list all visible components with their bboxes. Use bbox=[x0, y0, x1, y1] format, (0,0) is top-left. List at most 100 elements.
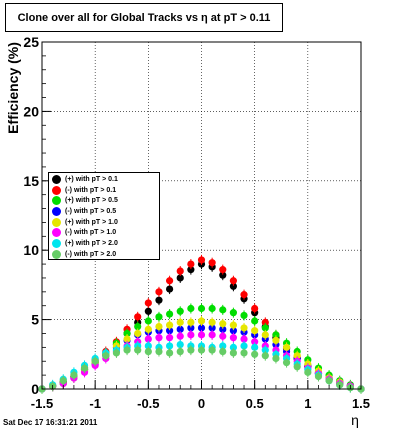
y-tick-label: 0 bbox=[31, 381, 39, 397]
x-tick-label: 0 bbox=[198, 396, 205, 411]
data-point bbox=[187, 260, 195, 268]
data-point bbox=[134, 313, 142, 321]
data-point bbox=[176, 267, 184, 275]
data-point bbox=[123, 335, 131, 343]
data-point bbox=[261, 324, 269, 332]
data-point bbox=[293, 352, 301, 360]
data-point bbox=[155, 288, 163, 296]
legend-marker bbox=[52, 228, 61, 238]
data-point bbox=[187, 324, 195, 332]
data-point bbox=[166, 327, 174, 335]
data-point bbox=[187, 331, 195, 339]
legend-entry: (+) with pT > 1.0 bbox=[52, 217, 159, 228]
data-point bbox=[166, 334, 174, 342]
data-point bbox=[144, 335, 152, 343]
legend-marker bbox=[52, 217, 61, 227]
data-point bbox=[261, 318, 269, 326]
data-point bbox=[229, 343, 237, 351]
data-point bbox=[166, 321, 174, 329]
y-tick-label: 20 bbox=[23, 103, 39, 119]
x-axis-label: η bbox=[351, 412, 359, 428]
data-point bbox=[272, 354, 280, 363]
data-point bbox=[166, 277, 174, 285]
data-point bbox=[251, 327, 259, 335]
data-point bbox=[144, 347, 152, 356]
data-point bbox=[155, 313, 163, 321]
data-point bbox=[251, 338, 259, 346]
data-point bbox=[208, 304, 216, 313]
data-point bbox=[208, 318, 216, 326]
data-point bbox=[70, 371, 78, 379]
axis-ticks bbox=[41, 41, 362, 390]
data-point bbox=[219, 332, 227, 340]
y-tick-label: 10 bbox=[23, 242, 39, 258]
data-point bbox=[197, 331, 206, 339]
data-point bbox=[219, 306, 227, 314]
data-point bbox=[197, 346, 206, 354]
data-point bbox=[229, 334, 237, 342]
legend-label: (+) with pT > 0.5 bbox=[65, 197, 118, 205]
data-point bbox=[240, 349, 248, 357]
legend-label: (+) with pT > 0.1 bbox=[65, 175, 118, 183]
data-point bbox=[240, 311, 248, 320]
data-point bbox=[219, 266, 227, 274]
data-point bbox=[272, 331, 280, 339]
data-point bbox=[166, 342, 174, 350]
data-point bbox=[251, 317, 259, 325]
x-tick-label: 1.5 bbox=[352, 396, 370, 411]
data-point bbox=[282, 359, 291, 367]
data-point bbox=[112, 349, 121, 357]
legend-entry: (-) with pT > 0.5 bbox=[52, 206, 159, 217]
data-point bbox=[229, 321, 237, 329]
data-point bbox=[144, 342, 152, 350]
data-point bbox=[219, 347, 227, 356]
data-point bbox=[282, 343, 291, 351]
legend: (+) with pT > 0.1 (-) with pT > 0.1 (+) wi… bbox=[48, 172, 160, 260]
data-point bbox=[240, 324, 248, 332]
data-point bbox=[229, 282, 237, 290]
y-tick-label: 25 bbox=[23, 34, 39, 50]
legend-marker bbox=[52, 196, 61, 206]
data-point bbox=[176, 274, 184, 282]
y-tick-label: 15 bbox=[23, 173, 39, 189]
data-point bbox=[261, 352, 269, 360]
data-point bbox=[123, 329, 131, 338]
data-point bbox=[144, 325, 152, 333]
data-point bbox=[155, 334, 163, 342]
data-point bbox=[197, 304, 206, 313]
data-point bbox=[123, 346, 131, 354]
data-point bbox=[166, 349, 174, 357]
data-point bbox=[187, 266, 195, 274]
chart-title-box: Clone over all for Global Tracks vs η at… bbox=[5, 3, 283, 32]
data-point bbox=[176, 318, 184, 326]
data-point bbox=[336, 381, 344, 389]
data-point bbox=[166, 310, 174, 318]
y-axis-label: Efficiency (%) bbox=[5, 42, 21, 134]
data-point bbox=[208, 346, 216, 354]
data-point bbox=[197, 324, 206, 332]
data-point bbox=[134, 346, 142, 354]
legend-marker bbox=[52, 206, 61, 216]
data-point bbox=[293, 363, 301, 371]
data-point bbox=[251, 350, 259, 358]
data-point bbox=[187, 346, 195, 354]
data-point bbox=[144, 307, 152, 315]
legend-label: (+) with pT > 2.0 bbox=[65, 239, 118, 247]
legend-label: (-) with pT > 2.0 bbox=[65, 250, 117, 258]
data-point bbox=[176, 347, 184, 356]
data-point bbox=[325, 377, 333, 385]
data-point bbox=[155, 296, 163, 304]
chart-title: Clone over all for Global Tracks vs η at… bbox=[17, 11, 271, 24]
data-point bbox=[251, 304, 259, 313]
data-point bbox=[240, 335, 248, 343]
data-point bbox=[155, 322, 163, 331]
data-point bbox=[219, 325, 227, 333]
legend-marker bbox=[52, 185, 61, 195]
data-point bbox=[219, 320, 227, 328]
data-point bbox=[155, 347, 163, 356]
data-point bbox=[229, 277, 237, 285]
data-point bbox=[134, 322, 142, 331]
x-tick-label: -1.5 bbox=[31, 396, 53, 411]
legend-label: (-) with pT > 1.0 bbox=[65, 229, 117, 237]
